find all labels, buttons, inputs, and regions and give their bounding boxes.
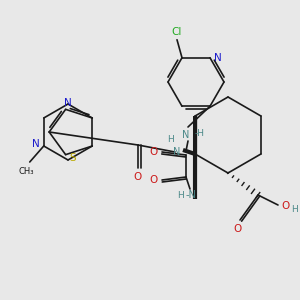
Text: -N: -N bbox=[186, 190, 196, 200]
Text: O: O bbox=[150, 175, 158, 185]
Text: Cl: Cl bbox=[172, 27, 182, 37]
Text: N: N bbox=[173, 147, 181, 157]
Text: N: N bbox=[32, 139, 40, 149]
Text: O: O bbox=[234, 224, 242, 234]
Text: N: N bbox=[214, 53, 222, 63]
Text: H: H bbox=[177, 190, 183, 200]
Text: N: N bbox=[64, 98, 71, 108]
Text: N: N bbox=[182, 130, 190, 140]
Text: O: O bbox=[133, 172, 141, 182]
Text: CH₃: CH₃ bbox=[18, 167, 34, 176]
Text: H: H bbox=[168, 136, 174, 145]
Text: S: S bbox=[69, 153, 76, 163]
Text: -H: -H bbox=[195, 128, 205, 137]
Text: H: H bbox=[292, 205, 298, 214]
Text: O: O bbox=[282, 201, 290, 211]
Text: O: O bbox=[150, 147, 158, 157]
